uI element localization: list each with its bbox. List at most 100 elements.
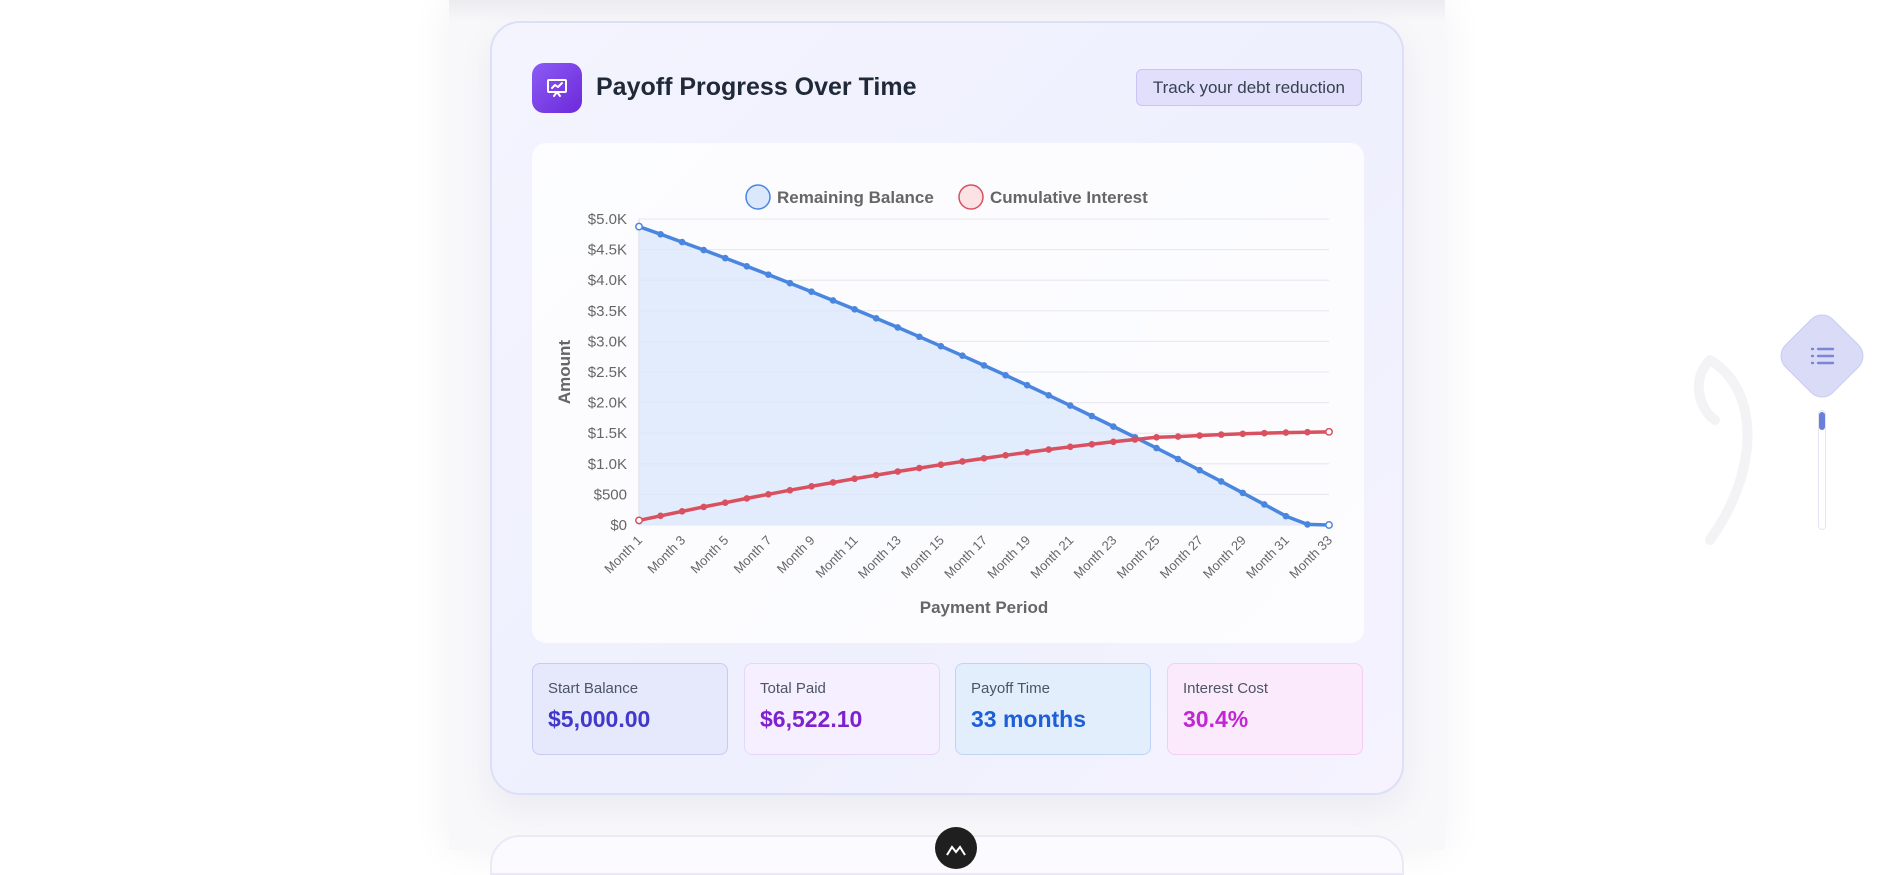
balance-point [1239,489,1247,497]
balance-point [1110,423,1117,430]
interest-point [959,458,966,465]
balance-point [916,333,923,341]
y-tick-label: $500 [594,486,627,503]
interest-point [1110,438,1117,446]
balance-point [1066,402,1074,409]
interest-point [937,461,945,469]
x-tick-label: Month 21 [1027,533,1076,582]
interest-point [1131,436,1139,443]
interest-point [765,490,772,498]
interest-point [808,483,815,490]
x-tick-label: Month 3 [644,533,688,577]
x-tick-label: Month 19 [984,533,1033,582]
interest-point [1066,443,1074,451]
x-tick-label: Month 15 [898,533,947,582]
x-tick-label: Month 29 [1200,533,1249,582]
x-tick-label: Month 5 [688,533,732,577]
balance-point [657,230,664,238]
x-tick-label: Month 7 [731,533,775,577]
chart-panel: $0 $500 $1.0K $1.5K $2.0K $2.5K $3.0K $3.5K $4.0… [532,143,1364,643]
stat-total-paid: Total Paid $6,522.10 [744,663,940,755]
presentation-chart-icon [532,63,582,113]
interest-point [894,468,902,475]
logo-icon [946,845,966,856]
interest-point [721,499,729,506]
balance-point [808,288,815,296]
y-tick-label: $4.5K [588,242,627,259]
stat-payoff-time: Payoff Time 33 months [955,663,1151,755]
stat-start-balance: Start Balance $5,000.00 [532,663,728,755]
x-tick-label: Month 27 [1157,533,1206,582]
interest-point [1304,428,1311,436]
y-tick-label: $2.5K [588,364,627,381]
stat-value: 33 months [971,706,1087,732]
x-tick-label: Month 11 [812,533,860,581]
stat-value: 30.4% [1183,706,1249,732]
balance-point [1304,521,1311,528]
balance-point [1088,412,1096,420]
stat-interest-cost: Interest Cost 30.4% [1167,663,1363,755]
stat-label: Start Balance [548,680,639,697]
interest-point [1282,429,1290,436]
interest-point [980,455,988,462]
balance-point [1261,501,1268,508]
balance-point [678,238,686,246]
track-debt-badge: Track your debt reduction [1135,69,1362,106]
balance-point [1045,392,1052,399]
y-tick-label: $3.5K [588,303,627,320]
balance-point [851,306,858,313]
stat-label: Total Paid [760,680,826,697]
interest-point [851,475,858,483]
interest-point [635,516,643,525]
interest-point [1196,432,1203,439]
scroll-progress-track[interactable] [1818,410,1826,530]
y-tick-label: $1.5K [588,425,627,442]
interest-point [786,486,794,494]
y-tick-label: $4.0K [588,272,627,289]
balance-point [1282,512,1290,520]
balance-point [786,279,794,287]
interest-point [829,479,837,486]
interest-point [1261,429,1268,437]
card-title: Payoff Progress Over Time [596,73,917,101]
card-header: Payoff Progress Over Time Track your deb… [532,63,1362,113]
interest-point [1088,440,1096,448]
stat-value: $5,000.00 [548,706,651,732]
balance-point [980,362,988,369]
interest-point [1023,449,1031,456]
y-tick-label: $3.0K [588,333,627,350]
x-tick-label: Month 17 [941,533,990,582]
balance-point [700,246,707,254]
interest-point [1325,427,1333,436]
interest-point [1217,431,1225,438]
balance-point [1217,478,1225,485]
y-tick-label: $0 [610,517,627,534]
scroll-to-top-button[interactable] [935,827,977,869]
interest-point [916,464,923,472]
x-axis-title: Payment Period [920,598,1049,617]
balance-point [959,352,966,360]
interest-point [1002,451,1009,459]
x-tick-label: Month 23 [1071,533,1120,582]
balance-point [635,222,643,231]
balance-point [721,254,729,262]
interest-point [1174,433,1182,440]
decorative-swirl [1693,355,1753,545]
x-tick-label: Month 25 [1114,533,1163,582]
list-icon [1810,347,1835,365]
balance-point [894,324,902,331]
payoff-line-chart: $0 $500 $1.0K $1.5K $2.0K $2.5K $3.0K $3.5K $4.0… [555,184,1335,617]
previous-section-edge [449,0,1445,22]
balance-point [765,271,772,278]
balance-point [829,297,837,304]
interest-point [872,471,880,479]
balance-point [1325,521,1333,529]
x-tick-label: Month 1 [601,533,645,577]
interest-point [1045,446,1052,453]
x-tick-label: Month 13 [855,533,904,582]
scroll-progress-thumb[interactable] [1819,412,1825,430]
y-tick-label: $5.0K [588,211,627,228]
balance-point [872,315,880,322]
y-tick-label: $2.0K [588,395,627,412]
balance-point [1174,455,1182,463]
